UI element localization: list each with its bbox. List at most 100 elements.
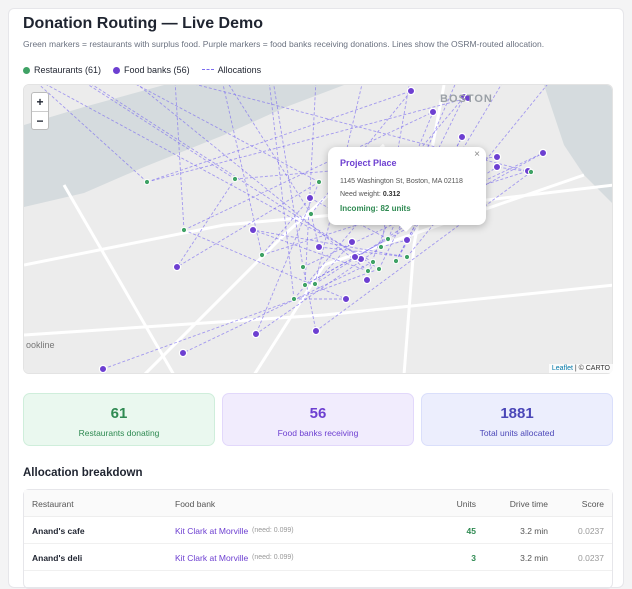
food-bank-marker[interactable] bbox=[538, 148, 548, 158]
allocation-line bbox=[255, 181, 320, 335]
food-bank-marker[interactable] bbox=[314, 242, 324, 252]
zoom-out[interactable]: − bbox=[32, 111, 48, 129]
food-bank-marker[interactable] bbox=[311, 326, 321, 336]
allocation-line bbox=[252, 229, 369, 272]
allocation-line bbox=[380, 239, 408, 248]
allocation-line bbox=[252, 229, 408, 258]
need-note: (need: 0.099) bbox=[252, 554, 294, 561]
allocation-line bbox=[91, 85, 380, 270]
drive-time: 3.2 min bbox=[520, 553, 548, 563]
allocation-line bbox=[183, 229, 347, 300]
food-bank-marker[interactable] bbox=[178, 348, 188, 358]
units: 45 bbox=[466, 526, 476, 536]
food-bank-marker[interactable] bbox=[305, 193, 315, 203]
food-bank-link[interactable]: Kit Clark at Morville bbox=[175, 526, 249, 536]
restaurant-marker[interactable] bbox=[231, 175, 239, 183]
restaurant-marker[interactable] bbox=[307, 210, 315, 218]
column-header: Restaurant bbox=[32, 499, 74, 509]
stat-label: Total units allocated bbox=[479, 428, 555, 438]
food-bank-marker[interactable] bbox=[457, 132, 467, 142]
map-label: BOSTON bbox=[440, 93, 493, 105]
stat-label: Food banks receiving bbox=[277, 428, 359, 438]
section-title: Allocation breakdown bbox=[23, 467, 143, 479]
restaurant-marker[interactable] bbox=[403, 253, 411, 261]
popup-need: Need weight: 0.312 bbox=[340, 191, 474, 198]
restaurant-marker[interactable] bbox=[315, 178, 323, 186]
allocation-line bbox=[310, 90, 412, 215]
food-bank-marker[interactable] bbox=[492, 152, 502, 162]
allocation-line bbox=[315, 171, 532, 332]
subtitle: Green markers = restaurants with surplus… bbox=[23, 39, 545, 49]
restaurant-marker[interactable] bbox=[180, 226, 188, 234]
stat-label: Restaurants donating bbox=[78, 428, 160, 438]
restaurant-marker[interactable] bbox=[258, 251, 266, 259]
food-bank-marker[interactable] bbox=[347, 237, 357, 247]
popup: × Project Place 1145 Washington St, Bost… bbox=[328, 147, 486, 232]
leaflet-link[interactable]: Leaflet bbox=[551, 365, 573, 372]
allocation-line bbox=[314, 241, 353, 285]
legend-label: Allocations bbox=[217, 65, 262, 75]
allocation-line bbox=[137, 85, 369, 272]
legend-item[interactable]: Food banks (56) bbox=[113, 65, 190, 75]
restaurant-marker[interactable] bbox=[377, 243, 385, 251]
need-note: (need: 0.099) bbox=[252, 527, 294, 534]
map[interactable]: BOSTON ookline bbox=[23, 84, 613, 374]
column-header: Food bank bbox=[175, 499, 216, 509]
table-header: Restaurant Food bank Units Drive time Score bbox=[24, 490, 612, 517]
zoom-control: + − bbox=[31, 92, 49, 130]
allocation-line bbox=[46, 85, 374, 263]
stat-card: 61 Restaurants donating bbox=[23, 393, 215, 446]
allocation-line bbox=[136, 85, 320, 183]
restaurant-marker[interactable] bbox=[301, 281, 309, 289]
stat-value: 61 bbox=[110, 405, 128, 422]
food-bank-marker[interactable] bbox=[341, 294, 351, 304]
restaurant-marker[interactable] bbox=[299, 263, 307, 271]
allocation-line bbox=[174, 85, 185, 231]
food-bank-marker[interactable] bbox=[98, 364, 108, 373]
allocation-line bbox=[354, 238, 389, 258]
allocation-line bbox=[146, 90, 412, 183]
carto: | © CARTO bbox=[574, 365, 610, 372]
restaurant-marker[interactable] bbox=[369, 258, 377, 266]
need-value: 0.312 bbox=[382, 191, 401, 198]
food-bank-marker[interactable] bbox=[402, 235, 412, 245]
food-bank-marker[interactable] bbox=[362, 275, 372, 285]
allocation-line bbox=[176, 178, 236, 268]
drive-time: 3.2 min bbox=[520, 526, 548, 536]
zoom-in[interactable]: + bbox=[36, 95, 44, 109]
allocation-line bbox=[304, 85, 317, 286]
food-bank-link[interactable]: Kit Clark at Morville bbox=[175, 553, 249, 563]
allocation-line bbox=[87, 85, 236, 180]
food-bank-marker[interactable] bbox=[350, 252, 360, 262]
restaurant-marker[interactable] bbox=[384, 235, 392, 243]
food-bank-marker[interactable] bbox=[492, 162, 502, 172]
table: Restaurant Food bank Units Drive time Score A… bbox=[23, 489, 613, 589]
score: 0.0237 bbox=[578, 553, 604, 563]
food-bank-marker[interactable] bbox=[248, 225, 258, 235]
allocation-line bbox=[182, 261, 374, 354]
restaurant-marker[interactable] bbox=[392, 257, 400, 265]
food-bank-marker[interactable] bbox=[406, 86, 416, 96]
restaurant-marker[interactable] bbox=[311, 280, 319, 288]
popup-address: 1145 Washington St, Boston, MA 02118 bbox=[340, 178, 463, 185]
allocation-line bbox=[102, 268, 380, 370]
legend-item[interactable]: Restaurants (61) bbox=[23, 65, 101, 75]
food-bank-marker[interactable] bbox=[172, 262, 182, 272]
popup-close[interactable]: × bbox=[474, 149, 480, 160]
restaurant-name: Anand's cafe bbox=[32, 526, 85, 536]
restaurant-marker[interactable] bbox=[364, 267, 372, 275]
restaurant-marker[interactable] bbox=[375, 265, 383, 273]
restaurant-marker[interactable] bbox=[143, 178, 151, 186]
stat-value: 1881 bbox=[500, 405, 534, 422]
popup-title: Project Place bbox=[340, 158, 397, 168]
stat-value: 56 bbox=[309, 405, 327, 422]
restaurant-marker[interactable] bbox=[527, 168, 535, 176]
allocation-line bbox=[302, 266, 317, 332]
food-bank-marker[interactable] bbox=[463, 93, 473, 103]
food-bank-marker[interactable] bbox=[251, 329, 261, 339]
food-bank-marker[interactable] bbox=[428, 107, 438, 117]
legend-item[interactable]: Allocations bbox=[201, 65, 262, 75]
units: 3 bbox=[471, 553, 476, 563]
restaurant-marker[interactable] bbox=[290, 295, 298, 303]
column-header: Units bbox=[456, 499, 476, 509]
